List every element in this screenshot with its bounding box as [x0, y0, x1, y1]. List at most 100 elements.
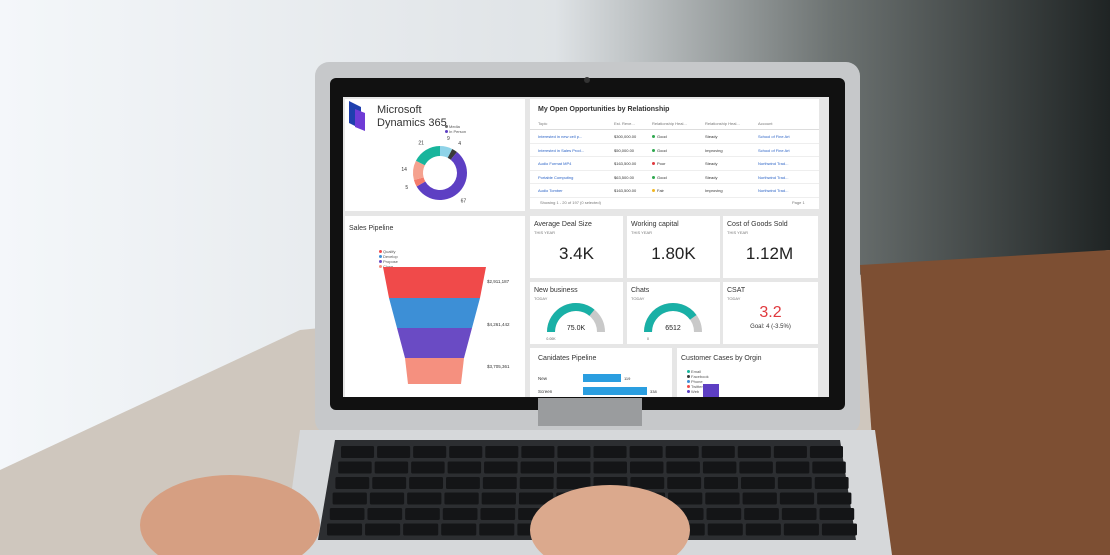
key — [593, 446, 627, 458]
cell-text: Fair — [657, 188, 664, 193]
gauge-value: 6512 — [665, 325, 681, 332]
table-cell: Portable Computing — [538, 175, 573, 180]
table-cell: Improving — [705, 188, 723, 193]
key — [521, 446, 555, 458]
key — [629, 446, 663, 458]
table-cell: School of Fine Art — [758, 134, 790, 139]
key — [667, 477, 702, 489]
donut-label: 14 — [401, 167, 407, 173]
legend-swatch — [687, 375, 690, 378]
legend-swatch — [687, 370, 690, 373]
key — [327, 523, 363, 536]
cell-text: Steady — [705, 161, 718, 166]
logo-icon — [349, 101, 365, 131]
key — [329, 508, 365, 520]
kpi-title: Working capital — [631, 221, 679, 228]
table-cell: $50,000.00 — [614, 148, 634, 153]
column-header: Relationship Heal... — [652, 121, 687, 126]
gauge: 6512 0 — [644, 303, 702, 341]
key — [630, 477, 665, 489]
legend-label: Facebook — [691, 374, 709, 379]
cell-text: $63,500.00 — [614, 174, 635, 180]
donut-segment — [413, 160, 425, 180]
funnel-value: $3,705,361 — [487, 364, 510, 369]
donut-chart: 9 4 67 5 14 21 — [401, 136, 467, 204]
gauge-panel: New business TODAY 75.0K 0.00K — [530, 282, 623, 344]
key — [447, 461, 482, 474]
kpi-panel: Cost of Goods Sold THIS YEAR 1.12M — [723, 216, 818, 278]
table-row: Audio Format MP4 $163,500.00 Poor Steady Nor… — [530, 157, 819, 171]
cases-legend: Email Facebook Phone Twitter Web — [687, 369, 713, 394]
key — [449, 446, 483, 458]
key — [740, 477, 775, 489]
legend-swatch — [445, 130, 448, 133]
span: Media — [445, 124, 466, 129]
table-cell: Interested in Sales Prod... — [538, 148, 584, 153]
cell-text: Portable Computing — [538, 174, 574, 180]
cell-text: Steady — [705, 174, 718, 180]
span: Develop — [379, 254, 398, 259]
donut-label: 5 — [405, 185, 408, 191]
span: Email — [687, 369, 709, 374]
kpi-title: Cost of Goods Sold — [727, 221, 788, 228]
legend-swatch — [379, 255, 382, 258]
cell-text: School of Fine Art — [758, 147, 790, 153]
table-cell: Good — [652, 134, 667, 139]
key — [704, 477, 738, 489]
span: In Person — [445, 129, 466, 134]
span: Propose — [379, 259, 398, 264]
kpi-value: 1.80K — [651, 244, 696, 263]
key — [519, 477, 554, 489]
kpi-period: THIS YEAR — [631, 230, 653, 235]
gauge-fill — [644, 303, 697, 333]
brand-line1: Microsoft — [377, 104, 422, 116]
key — [705, 492, 740, 505]
donut-segment — [447, 148, 457, 160]
legend-swatch — [445, 125, 448, 128]
key — [744, 508, 779, 520]
cell-text: $163,500.00 — [614, 188, 637, 193]
kpi-title: Average Deal Size — [534, 221, 592, 228]
key — [332, 492, 367, 505]
table-cell: Steady — [705, 134, 717, 139]
legend-label: Propose — [383, 259, 398, 264]
key — [745, 523, 781, 536]
span: Facebook — [687, 374, 709, 379]
key — [405, 508, 440, 520]
key — [817, 492, 852, 505]
cell-text: Good — [657, 134, 667, 139]
table-row: Portable Computing $63,500.00 Good Steady No… — [530, 171, 819, 184]
table-header: Topic Est. Reve... Relationship Heal... Rel… — [530, 121, 819, 130]
donut-panel: Microsoft Dynamics 365 Media In Person 9 4… — [345, 99, 525, 211]
table-cell: Fair — [652, 188, 664, 193]
stage-value: 338 — [650, 389, 657, 394]
kpi-period: THIS YEAR — [534, 230, 556, 235]
key — [773, 446, 807, 458]
funnel-stage — [397, 328, 472, 358]
table-row: Interested in new cell p... $300,000.00 Go… — [530, 130, 819, 144]
brand-line2: Dynamics 365 — [377, 117, 447, 129]
sales-pipeline-panel: Sales Pipeline Qualify Develop Propose Clos… — [345, 216, 525, 397]
stage-label: New — [538, 376, 548, 381]
cell-text: Northwind Trad... — [758, 174, 789, 180]
funnel-value: $2,911,187 — [487, 279, 510, 284]
key — [520, 461, 555, 474]
span: Phone — [687, 379, 709, 384]
kpi-panel: Working capital THIS YEAR 1.80K — [627, 216, 720, 278]
key — [809, 446, 843, 458]
stage-bar — [583, 387, 647, 395]
stage-bar — [583, 374, 621, 382]
key — [482, 477, 517, 489]
table-row: Interested in Sales Prod... $50,000.00 Goo… — [530, 144, 819, 157]
cell-text: Good — [657, 147, 667, 153]
key — [781, 508, 817, 520]
legend-label: Qualify — [383, 249, 396, 254]
right-hand — [530, 485, 690, 555]
cases-bar — [703, 384, 719, 397]
cell-text: Interested in new cell p... — [538, 134, 583, 139]
cell-text: Audio Format MP4 — [538, 161, 572, 166]
cell-text: $300,000.00 — [614, 134, 637, 139]
gauge-min: 0.00K — [546, 337, 556, 341]
panel-title: Customer Cases by Orgin — [681, 355, 762, 362]
legend-label: In Person — [449, 129, 467, 134]
